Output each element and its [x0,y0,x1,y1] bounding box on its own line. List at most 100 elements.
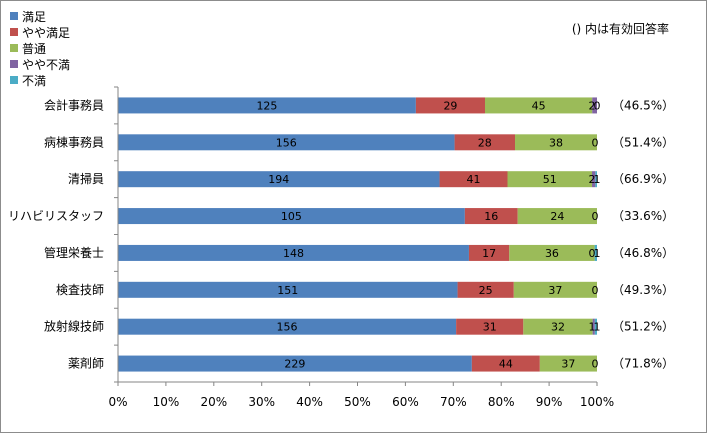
bar-segment [118,208,465,225]
bar-segment [457,281,514,298]
small-value-label: 0 [592,284,599,297]
category-label: 薬剤師 [68,356,104,371]
data-label: 151 [277,284,298,297]
legend-swatch-manzoku [10,12,18,20]
data-label: 51 [543,173,557,186]
bar-segment [592,318,595,335]
bar-segment [523,318,593,335]
response-rate-note: () 内は有効回答率 [571,22,669,36]
data-label: 194 [268,173,289,186]
bar-segment [454,134,516,151]
legend-label-yaya-manzoku: やや満足 [22,25,71,40]
legend-label-manzoku: 満足 [22,9,47,24]
bar-segment [539,355,597,372]
data-label: 38 [549,136,563,149]
bar-segment [509,244,595,261]
data-label: 37 [548,284,562,297]
legend-label-fuman: 不満 [22,73,47,88]
x-tick-label: 10% [153,395,180,409]
response-rate-label: （51.4%） [612,135,674,149]
category-label: 清掃員 [68,171,104,186]
category-label: 管理栄養士 [44,245,104,260]
bar-segment [468,244,510,261]
legend-item-yaya-manzoku: やや満足 [10,24,70,40]
data-label: 125 [256,99,277,112]
category-label: リハビリスタッフ [8,209,104,223]
x-tick-label: 100% [580,395,614,409]
bar-segment [517,208,597,225]
bar-segment [513,281,597,298]
data-label: 25 [479,284,493,297]
legend-swatch-yaya-fuman [10,60,18,68]
data-label: 17 [482,247,496,260]
data-label: 229 [284,358,305,371]
legend: 満足 やや満足 普通 やや不満 不満 [10,8,70,88]
bar-segment [464,208,518,225]
data-label: 32 [551,321,565,334]
response-rate-label: （49.3%） [612,283,674,297]
small-value-label: 1 [594,173,601,186]
x-tick-label: 90% [536,395,563,409]
data-label: 31 [483,321,497,334]
bar-segment [118,244,469,261]
bar-segment [594,244,597,261]
data-label: 24 [550,210,564,223]
response-rate-label: （51.2%） [612,320,674,334]
x-tick-label: 20% [200,395,227,409]
response-rate-label: （66.9%） [612,172,674,186]
response-rate-label: （71.8%） [612,357,674,371]
bar-segment [592,97,597,114]
data-label: 37 [561,358,575,371]
data-label: 45 [532,99,546,112]
small-value-label: 2 [589,173,596,186]
bar-segment [515,134,597,151]
x-tick-label: 80% [488,395,515,409]
data-label: 156 [277,321,298,334]
response-rate-label: （33.6%） [612,209,674,223]
response-rate-label: （46.5%） [612,98,674,112]
x-tick-label: 50% [344,395,371,409]
small-value-label: 0 [592,210,599,223]
bar-segment [118,97,416,114]
small-value-label: 0 [594,99,601,112]
legend-swatch-fuman [10,76,18,84]
legend-item-fuman: 不満 [10,72,70,88]
legend-item-yaya-fuman: やや不満 [10,56,70,72]
x-tick-label: 30% [248,395,275,409]
category-label: 病棟事務員 [44,134,104,149]
bar-segment [484,97,593,114]
data-label: 156 [276,136,297,149]
data-label: 105 [281,210,302,223]
x-tick-label: 60% [392,395,419,409]
legend-item-futsu: 普通 [10,40,70,56]
bar-segment [456,318,524,335]
legend-label-futsu: 普通 [22,41,47,56]
bar-segment [592,171,596,188]
bar-segment [439,171,508,188]
small-value-label: 1 [589,321,596,334]
category-label: 会計事務員 [44,97,104,112]
data-label: 36 [545,247,559,260]
bar-segment [415,97,485,114]
small-value-label: 1 [594,247,601,260]
bar-segment [507,171,593,188]
data-label: 16 [484,210,498,223]
bar-segment [118,134,455,151]
data-label: 41 [467,173,481,186]
data-label: 28 [478,136,492,149]
bar-segment [595,171,597,188]
x-tick-label: 0% [108,395,127,409]
x-tick-label: 40% [296,395,323,409]
category-label: 放射線技師 [44,319,104,334]
small-value-label: 2 [589,99,596,112]
bar-segment [118,318,457,335]
small-value-label: 0 [592,136,599,149]
legend-swatch-futsu [10,44,18,52]
bar-segment [118,355,472,372]
small-value-label: 1 [594,321,601,334]
data-label: 29 [443,99,457,112]
data-label: 148 [283,247,304,260]
bar-segment [594,318,597,335]
bar-segment [118,281,458,298]
